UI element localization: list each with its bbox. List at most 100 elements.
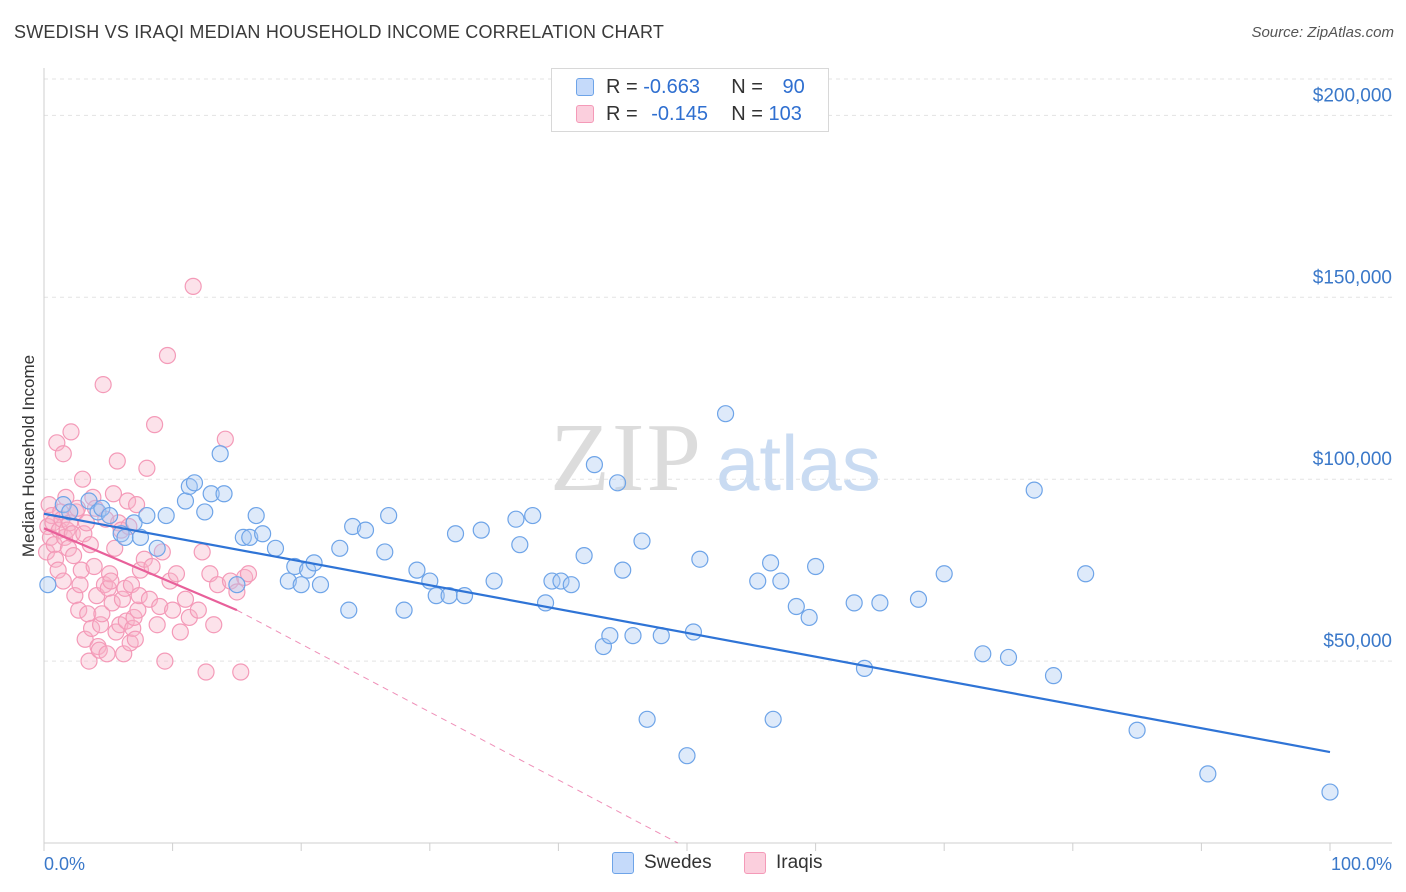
swedes-point: [1321, 783, 1339, 801]
swedes-point: [211, 445, 229, 463]
iraqis-trend-line: [43, 527, 238, 612]
iraqis-point: [46, 550, 65, 568]
iraqis-point: [76, 630, 94, 648]
swedes-point: [594, 637, 613, 656]
iraqis-point: [108, 452, 126, 470]
swedes-point: [787, 597, 805, 616]
x-tick-label: 0.0%: [44, 854, 85, 874]
iraqis-point: [205, 616, 223, 634]
swedes-point: [855, 659, 874, 677]
swedes-point: [999, 648, 1018, 667]
iraqis-point: [176, 590, 195, 608]
iraqis-point: [138, 459, 156, 477]
iraqis-point: [113, 590, 132, 608]
swedes-point: [1025, 481, 1043, 499]
swedes-point: [761, 554, 780, 572]
iraqis-point: [158, 346, 177, 365]
bottom-legend-iraqis: Iraqis: [744, 852, 822, 874]
swedes-point: [624, 627, 642, 645]
y-tick-label: $150,000: [1313, 267, 1392, 288]
legend-r-label: R =: [606, 75, 644, 98]
swedes-point: [800, 608, 818, 627]
swedes-point: [395, 601, 413, 619]
watermark-zip: ZIP: [550, 404, 703, 512]
iraqis-point: [73, 470, 92, 488]
y-tick-label: $100,000: [1313, 449, 1392, 470]
swedes-point: [806, 557, 825, 576]
legend-row-swedes: R = -0.663 N = 90: [576, 74, 805, 100]
iraqis-point: [48, 434, 66, 452]
swedes-point: [678, 747, 696, 765]
chart-title: SWEDISH VS IRAQI MEDIAN HOUSEHOLD INCOME…: [14, 22, 665, 42]
iraqis-point: [145, 416, 164, 434]
iraqis-point: [151, 597, 169, 616]
swedes-point: [61, 503, 79, 521]
swedes-point: [356, 521, 375, 539]
iraqis-point: [197, 663, 215, 681]
swedes-point: [138, 506, 156, 525]
swedes-trend-line: [43, 512, 1331, 754]
y-tick-labels: $50,000 $100,000 $150,000 $200,000: [1313, 85, 1392, 652]
x-tick-labels: 0.0% 100.0%: [44, 854, 1392, 874]
iraqis-point: [94, 376, 112, 394]
axes: [43, 68, 1392, 851]
swedes-point: [764, 710, 782, 728]
iraqis-point: [148, 616, 166, 634]
swedes-point: [608, 474, 627, 492]
legend-r-value: -0.663: [643, 75, 700, 98]
iraqis-point: [72, 561, 90, 579]
iraqis-point: [75, 525, 93, 543]
iraqis-point: [54, 572, 72, 590]
watermark-atlas: atlas: [716, 419, 881, 507]
legend-n-label: N =: [731, 75, 769, 98]
iraqis-point: [126, 630, 144, 648]
swedes-legend-label: Swedes: [644, 852, 712, 873]
swedes-point: [1077, 565, 1095, 583]
swedes-point: [116, 528, 134, 547]
iraqis-point: [184, 277, 202, 295]
swedes-point: [247, 506, 265, 525]
trend-lines: [43, 512, 1331, 844]
swedes-point: [472, 521, 490, 539]
iraqis-point: [180, 608, 198, 627]
swedes-point: [100, 506, 119, 525]
iraqis-point: [80, 652, 98, 670]
y-tick-label: $50,000: [1323, 631, 1392, 652]
swedes-point: [909, 590, 928, 608]
swedes-swatch: [576, 78, 594, 96]
swedes-point: [340, 601, 358, 619]
iraqis-point: [70, 601, 88, 619]
swedes-point: [772, 572, 790, 590]
iraqis-point: [171, 623, 189, 641]
iraqis-point: [102, 572, 120, 590]
source-label: Source: ZipAtlas.com: [1251, 24, 1394, 41]
iraqis-point: [85, 557, 103, 576]
bottom-legend-swedes: Swedes: [612, 852, 712, 874]
swedes-point: [254, 525, 272, 543]
iraqis-point: [193, 543, 211, 561]
swedes-point: [543, 572, 561, 590]
swedes-point: [344, 517, 362, 536]
iraqis-legend-swatch: [744, 852, 766, 874]
iraqis-point: [93, 605, 111, 623]
swedes-point: [279, 572, 297, 590]
swedes-point: [148, 539, 166, 557]
swedes-point: [691, 550, 709, 568]
y-tick-label: $200,000: [1313, 85, 1392, 106]
iraqis-point: [100, 565, 119, 583]
legend-r-label: R =: [606, 102, 644, 125]
swedes-point: [202, 485, 220, 503]
swedes-point: [1199, 765, 1217, 783]
swedes-point: [185, 474, 204, 492]
iraqis-point: [167, 565, 186, 583]
swedes-point: [266, 539, 285, 557]
swedes-point: [446, 525, 465, 543]
iraqis-point: [106, 539, 124, 557]
swedes-point: [716, 405, 735, 423]
iraqis-point: [156, 652, 174, 670]
swedes-point: [196, 503, 214, 521]
swedes-point: [1128, 721, 1146, 739]
iraqis-point: [98, 645, 116, 663]
iraqis-point: [228, 583, 246, 601]
